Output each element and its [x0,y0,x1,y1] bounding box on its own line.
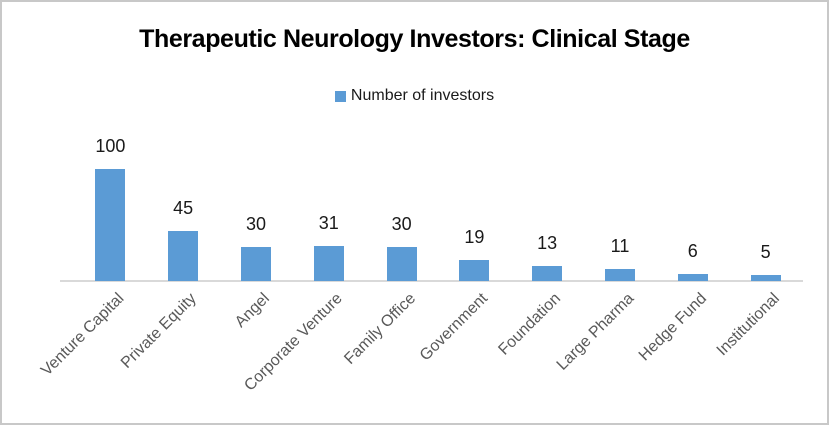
category-label: Hedge Fund [635,290,710,365]
bar [386,247,417,281]
value-label: 5 [760,242,771,262]
legend: Number of investors [2,87,827,105]
value-label: 30 [391,214,412,234]
bar [313,246,344,281]
category-label: Family Office [340,290,419,368]
value-label: 100 [95,136,126,156]
value-label: 19 [464,227,485,247]
bar [605,269,635,281]
value-label: 6 [687,241,698,261]
value-label: 31 [318,213,339,233]
bar [459,260,490,281]
category-label: Venture Capital [38,290,128,380]
category-label: Angel [232,290,274,331]
bar [168,231,199,281]
category-label: Large Pharma [553,290,638,374]
value-label: 11 [610,236,630,256]
legend-label: Number of investors [350,87,495,104]
value-label: 30 [245,214,267,234]
bar [677,274,708,281]
value-label: 13 [537,233,558,253]
bar [750,275,781,281]
chart-title: Therapeutic Neurology Investors: Clinica… [139,25,690,53]
x-axis-line [60,280,803,282]
value-label: 45 [173,198,194,218]
legend-swatch-icon [334,90,346,102]
bar [241,247,271,281]
category-label: Government [417,290,492,365]
category-label: Institutional [713,290,783,360]
category-label: Foundation [495,290,565,359]
bar [95,169,126,281]
category-label: Private Equity [118,290,201,372]
bar [532,266,563,281]
